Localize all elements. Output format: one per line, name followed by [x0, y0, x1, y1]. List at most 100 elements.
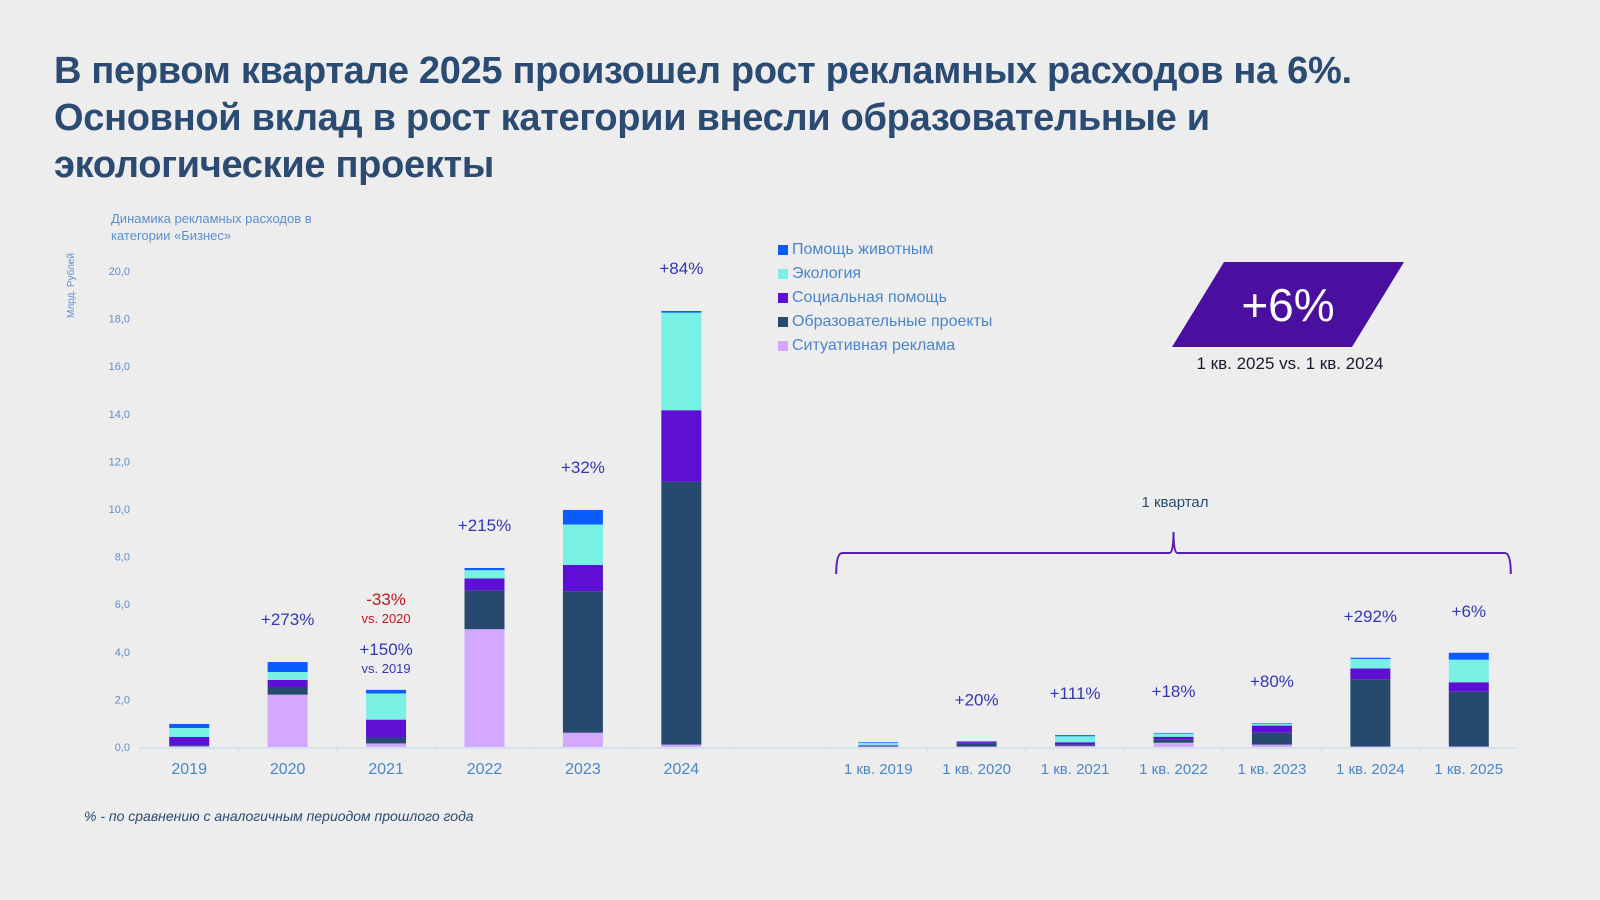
bar-segment — [1350, 658, 1391, 669]
bar-segment — [366, 693, 407, 720]
bracket-label: 1 квартал — [1141, 494, 1209, 511]
growth-label: +20% — [955, 690, 999, 709]
bar-segment — [366, 719, 407, 738]
badge-value: +6% — [1241, 278, 1335, 331]
x-tick-label: 1 кв. 2024 — [1336, 761, 1405, 778]
bar-segment — [464, 590, 505, 630]
bar-segment — [267, 679, 308, 688]
bar-segment — [464, 629, 505, 747]
bar-segment — [1448, 652, 1489, 660]
bar-segment — [956, 746, 997, 748]
legend-item-ecology: Экология — [778, 262, 992, 286]
x-tick-label: 2022 — [467, 761, 503, 778]
bar-segment — [1153, 736, 1194, 740]
growth-label: +18% — [1152, 682, 1196, 701]
legend-swatch — [778, 317, 788, 327]
bar-segment — [858, 742, 899, 746]
growth-label: +111% — [1050, 684, 1101, 703]
growth-label: +273% — [261, 610, 314, 629]
bar-segment — [661, 481, 702, 745]
x-tick-label: 1 кв. 2022 — [1139, 761, 1208, 778]
x-tick-label: 1 кв. 2019 — [844, 761, 913, 778]
y-tick-label: 6,0 — [115, 599, 130, 611]
bar-segment — [1055, 742, 1096, 745]
legend-swatch — [778, 293, 788, 303]
bar-segment — [1448, 682, 1489, 692]
y-tick-label: 8,0 — [115, 552, 130, 564]
legend-item-social: Социальная помощь — [778, 286, 992, 310]
legend-label: Образовательные проекты — [792, 313, 993, 330]
bar-segment — [1153, 742, 1194, 747]
legend-item-education: Образовательные проекты — [778, 310, 992, 334]
y-tick-label: 14,0 — [109, 409, 130, 421]
bar-segment — [562, 732, 603, 747]
bar-segment — [1251, 723, 1292, 724]
bar-segment — [858, 745, 899, 747]
bar-segment — [366, 689, 407, 694]
bar-segment — [1448, 691, 1489, 747]
bar-segment — [169, 723, 210, 728]
bar-segment — [1350, 746, 1391, 748]
bar-segment — [562, 524, 603, 565]
bar-segment — [1153, 732, 1194, 734]
bar-segment — [1153, 733, 1194, 737]
bar-segment — [1055, 735, 1096, 737]
x-tick-label: 2021 — [368, 761, 404, 778]
bar-segment — [464, 570, 505, 579]
bar-segment — [464, 568, 505, 571]
legend: Помощь животным Экология Социальная помо… — [778, 238, 992, 358]
growth-label: +84% — [659, 259, 703, 278]
legend-item-animals: Помощь животным — [778, 238, 992, 262]
bar-segment — [956, 743, 997, 747]
bar-segment — [562, 509, 603, 525]
bar-segment — [1055, 744, 1096, 746]
y-tick-label: 0,0 — [115, 742, 130, 754]
bar-segment — [1251, 723, 1292, 726]
bar-segment — [267, 662, 308, 673]
bar-segment — [366, 737, 407, 744]
bar-segment — [562, 591, 603, 733]
x-tick-label: 2020 — [270, 761, 306, 778]
bar-segment — [661, 744, 702, 747]
quarter-bracket — [835, 531, 1512, 575]
bar-segment — [562, 564, 603, 592]
growth-label: +150% — [359, 640, 412, 659]
bar-segment — [366, 743, 407, 747]
legend-swatch — [778, 341, 788, 351]
bar-segment — [1055, 736, 1096, 743]
legend-label: Социальная помощь — [792, 289, 947, 306]
y-tick-label: 4,0 — [115, 647, 130, 659]
y-tick-label: 12,0 — [109, 456, 130, 468]
x-tick-label: 1 кв. 2020 — [942, 761, 1011, 778]
growth-label: +32% — [561, 458, 605, 477]
y-tick-label: 2,0 — [115, 694, 130, 706]
bar-segment — [956, 741, 997, 744]
growth-label: -33% — [366, 590, 406, 609]
growth-badge — [1172, 262, 1404, 347]
bar-segment — [1055, 745, 1096, 747]
badge-caption: 1 кв. 2025 vs. 1 кв. 2024 — [1196, 354, 1384, 373]
x-tick-label: 2024 — [664, 761, 700, 778]
bar-segment — [169, 737, 210, 746]
bar-segment — [858, 742, 899, 743]
bar-segment — [464, 578, 505, 591]
bar-segment — [1350, 679, 1391, 747]
bar-segment — [956, 741, 997, 742]
badge-parallelogram — [1172, 262, 1404, 347]
growth-label: +292% — [1344, 607, 1397, 626]
legend-label: Помощь животным — [792, 241, 934, 258]
y-tick-label: 16,0 — [109, 361, 130, 373]
growth-label: +215% — [458, 516, 511, 535]
legend-item-situational: Ситуативная реклама — [778, 334, 992, 358]
bar-segment — [1251, 744, 1292, 747]
x-tick-label: 1 кв. 2021 — [1041, 761, 1110, 778]
bar-segment — [858, 745, 899, 746]
bar-segment — [1153, 739, 1194, 743]
growth-label-sub: vs. 2020 — [361, 611, 410, 626]
chart-subtitle: Динамика рекламных расходов в категории … — [111, 211, 312, 243]
bar-segment — [169, 745, 210, 747]
bar-segment — [267, 687, 308, 695]
legend-swatch — [778, 245, 788, 255]
bar-segment — [169, 727, 210, 738]
